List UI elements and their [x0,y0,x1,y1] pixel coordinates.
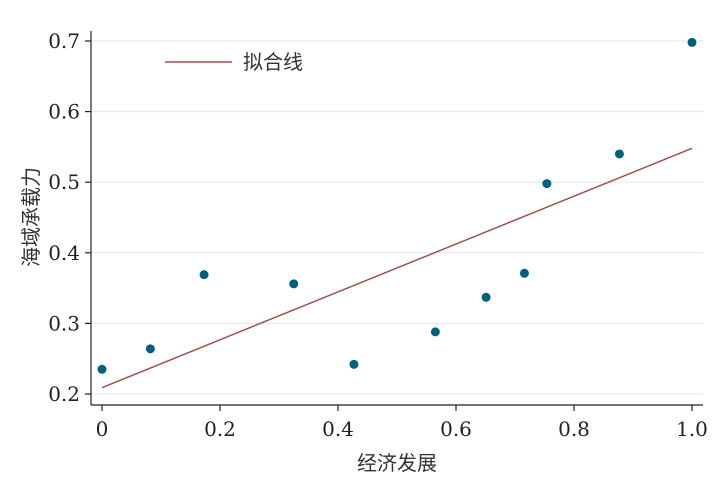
y-axis-title: 海域承载力 [19,167,43,267]
grid [91,40,703,395]
axes [90,31,703,406]
x-tick-label: 0.4 [322,417,354,441]
data-point [614,149,624,159]
x-tick-label: 0 [96,417,109,441]
x-tick-label: 1.0 [676,417,708,441]
data-point [430,327,440,337]
x-tick-label: 0.8 [558,417,590,441]
data-point [519,268,529,278]
data-point [289,279,299,289]
y-tick-label: 0.6 [48,100,80,124]
data-point [199,270,209,280]
legend-label-fit-line: 拟合线 [243,50,303,74]
data-point [349,359,359,369]
x-tick-label: 0.2 [204,417,236,441]
x-axis-title: 经济发展 [357,451,437,475]
y-tick-label: 0.5 [48,170,80,194]
fit-line-layer [101,147,693,389]
data-point [481,292,491,302]
data-point [687,37,697,47]
y-tick-label: 0.2 [48,382,80,406]
ticks: 0.2 0.3 0.4 0.5 0.6 0.7 0 0.2 0.4 0.6 0.8 1.0 [48,29,708,441]
legend: 拟合线 [165,50,303,74]
y-tick-label: 0.7 [48,29,80,53]
scatter-points [97,37,697,374]
fit-line [101,147,693,389]
y-tick-label: 0.3 [48,311,80,335]
x-tick-label: 0.6 [440,417,472,441]
data-point [145,344,155,354]
data-point [97,364,107,374]
data-point [542,179,552,189]
y-tick-label: 0.4 [48,241,80,265]
